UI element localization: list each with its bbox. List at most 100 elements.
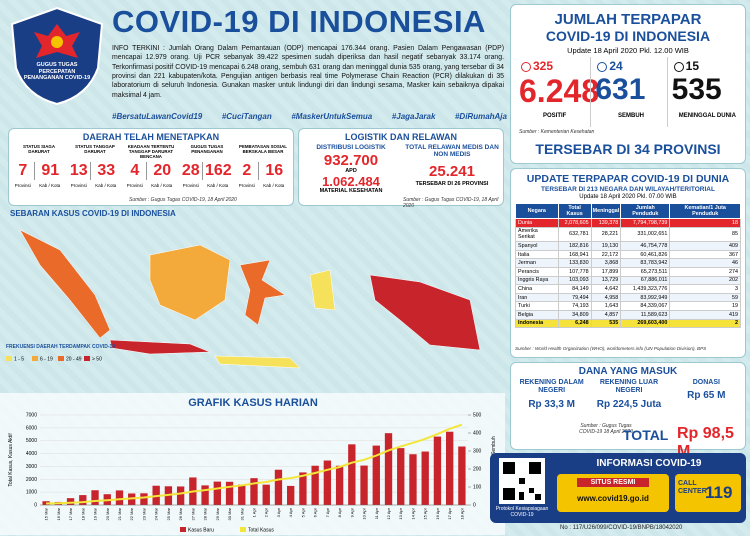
stat: 24 631 SEMBUH (590, 57, 666, 127)
table-cell: Belgia (515, 309, 559, 320)
table-row: Iran 79,494 4,958 83,992,949 59 (515, 292, 741, 303)
legend-swatch (240, 527, 246, 532)
stat-label: MENINGGAL DUNIA (678, 113, 736, 119)
header-cell: Negara (515, 203, 559, 219)
header-row: Negara Total Kasus Meninggal Jumlah Pendudu… (515, 203, 741, 219)
y2-tick-label: 400 (473, 431, 482, 437)
up-arrow (521, 61, 531, 72)
table-cell: 269,603,400 (620, 318, 671, 329)
table-cell: 2,078,605 (557, 218, 592, 228)
legend-swatch (84, 356, 90, 361)
panel-title: JUMLAH TERPAPAR (554, 11, 702, 28)
table-cell: 34,809 (557, 309, 592, 320)
region-province: 2 (242, 162, 252, 179)
bar (201, 485, 209, 505)
unit: Kab / Kota (39, 183, 61, 188)
table-row: Jerman 133,830 3,868 83,783,942 46 (515, 258, 741, 268)
bar (360, 465, 368, 505)
source: Sumber : Gugus Tugas COVID-19 18 April 2… (579, 423, 633, 435)
nusa-tenggara (214, 355, 301, 369)
table-cell: Iran (515, 292, 559, 303)
x-tick-label: 29 Mar (215, 507, 220, 520)
table-cell: 65,273,511 (620, 266, 671, 277)
table-cell: 419 (669, 309, 741, 320)
legend-swatch (180, 527, 186, 532)
call-label: CALL CENTER (678, 480, 707, 496)
table-cell: 274 (669, 266, 741, 277)
x-tick-label: 8 Apr (337, 507, 342, 517)
unit: Kab / Kota (151, 183, 173, 188)
provinces-text: TERSEBAR DI 34 PROVINSI (535, 141, 721, 157)
bar (299, 472, 307, 505)
legend-title: FREKUENSI DAERAH TERDAMPAK COVID-19 (6, 344, 115, 350)
legend-label: > 50 (92, 357, 102, 363)
y-tick-label: 3000 (26, 464, 37, 470)
table-cell: 17,899 (590, 266, 622, 277)
table-cell: 535 (590, 318, 622, 329)
bar (238, 484, 246, 505)
x-tick-label: 28 Mar (203, 507, 208, 520)
header-cell: Total Kasus (557, 203, 592, 219)
fund-item: REKENING DALAM NEGERI Rp 33,3 M (515, 379, 588, 419)
stat-value: 6.248 (519, 73, 600, 109)
table-cell: 67,886,011 (620, 275, 671, 286)
table-row: Inggris Raya 103,093 13,729 67,886,011 202 (515, 275, 741, 286)
table-cell: 6,248 (557, 318, 592, 329)
call-number: 119 (705, 483, 733, 502)
y2-tick-label: 500 (473, 413, 482, 419)
label: APD (345, 168, 357, 174)
y-axis-title: Total Kasus, Kasus Aktif (8, 433, 14, 487)
table-cell: 19 (669, 301, 741, 311)
table-row: Turki 74,193 1,643 84,339,067 19 (515, 301, 741, 311)
indonesia-panel: JUMLAH TERPAPAR COVID-19 DI INDONESIA Up… (510, 4, 746, 164)
fund-label: DONASI (692, 379, 720, 386)
region-box: PEMBATASAN SOSIAL BERSKALA BESAR 2 16 Provi… (236, 144, 290, 194)
region-label: KEADAAN TERTENTU TANGGAP DARURAT BENCANA (127, 144, 175, 160)
hashtag: #BersatuLawanCovid19 (112, 112, 203, 121)
region-box: STATUS TANGGAP DARURAT 13 33 Provinsi Kab / … (68, 144, 122, 194)
bar (287, 485, 295, 505)
bar (213, 481, 221, 505)
region-boxes: STATUS SIAGA DARURAT 7 91 Provinsi Kab / Kot… (12, 144, 290, 194)
x-tick-label: 7 Apr (325, 507, 330, 517)
bar (384, 433, 393, 505)
bar (79, 495, 87, 505)
logo-text: GUGUS TUGAS PERCEPATAN PENANGANAN COVID-… (23, 62, 91, 82)
maluku (309, 269, 336, 311)
table-cell: 13,729 (590, 275, 622, 286)
y-tick-label: 4000 (26, 451, 37, 457)
table-cell: Italia (515, 249, 559, 260)
bar (91, 490, 99, 505)
x-tick-label: 17 Mar (68, 507, 73, 520)
region-city: 20 (145, 162, 178, 180)
x-tick-label: 17 Apr (447, 507, 452, 519)
legend-swatch (32, 356, 38, 361)
hashtag: #MaskerUntukSemua (291, 112, 373, 121)
world-panel: UPDATE TERPAPAR COVID-19 DI DUNIA TERSEB… (510, 168, 746, 358)
total-label: TOTAL (623, 427, 669, 443)
x-tick-label: 16 Mar (56, 507, 61, 520)
x-tick-label: 19 Mar (93, 507, 98, 520)
bar (66, 498, 75, 505)
x-tick-label: 16 Apr (435, 507, 440, 519)
table-cell: China (515, 284, 559, 294)
bar (115, 490, 124, 505)
region-box: GUGUS TUGAS PENANGANAN 28 162 Provinsi Kab /… (180, 144, 234, 194)
kalimantan (149, 244, 231, 321)
y2-tick-label: 300 (473, 449, 482, 455)
hashtags: #BersatuLawanCovid19 #CuciTangan #MaskerUn… (112, 112, 507, 121)
table-cell: 59 (669, 292, 741, 303)
x-tick-label: 18 Mar (80, 507, 85, 520)
table-cell: 1,439,323,776 (620, 284, 671, 294)
sumatra (19, 229, 111, 339)
info-text: INFO TERKINI : Jumlah Orang Dalam Pemant… (112, 45, 504, 99)
label: TERSEBAR DI 26 PROVINSI (415, 181, 489, 187)
panel-title: UPDATE TERPAPAR COVID-19 DI DUNIA (526, 173, 730, 185)
table-cell: 367 (669, 249, 741, 260)
table-cell: 632,781 (557, 226, 592, 243)
stat-increase: 24 (597, 59, 623, 73)
table-cell: Turki (515, 301, 559, 311)
table-row: Belgia 34,809 4,857 11,589,623 419 (515, 309, 741, 320)
